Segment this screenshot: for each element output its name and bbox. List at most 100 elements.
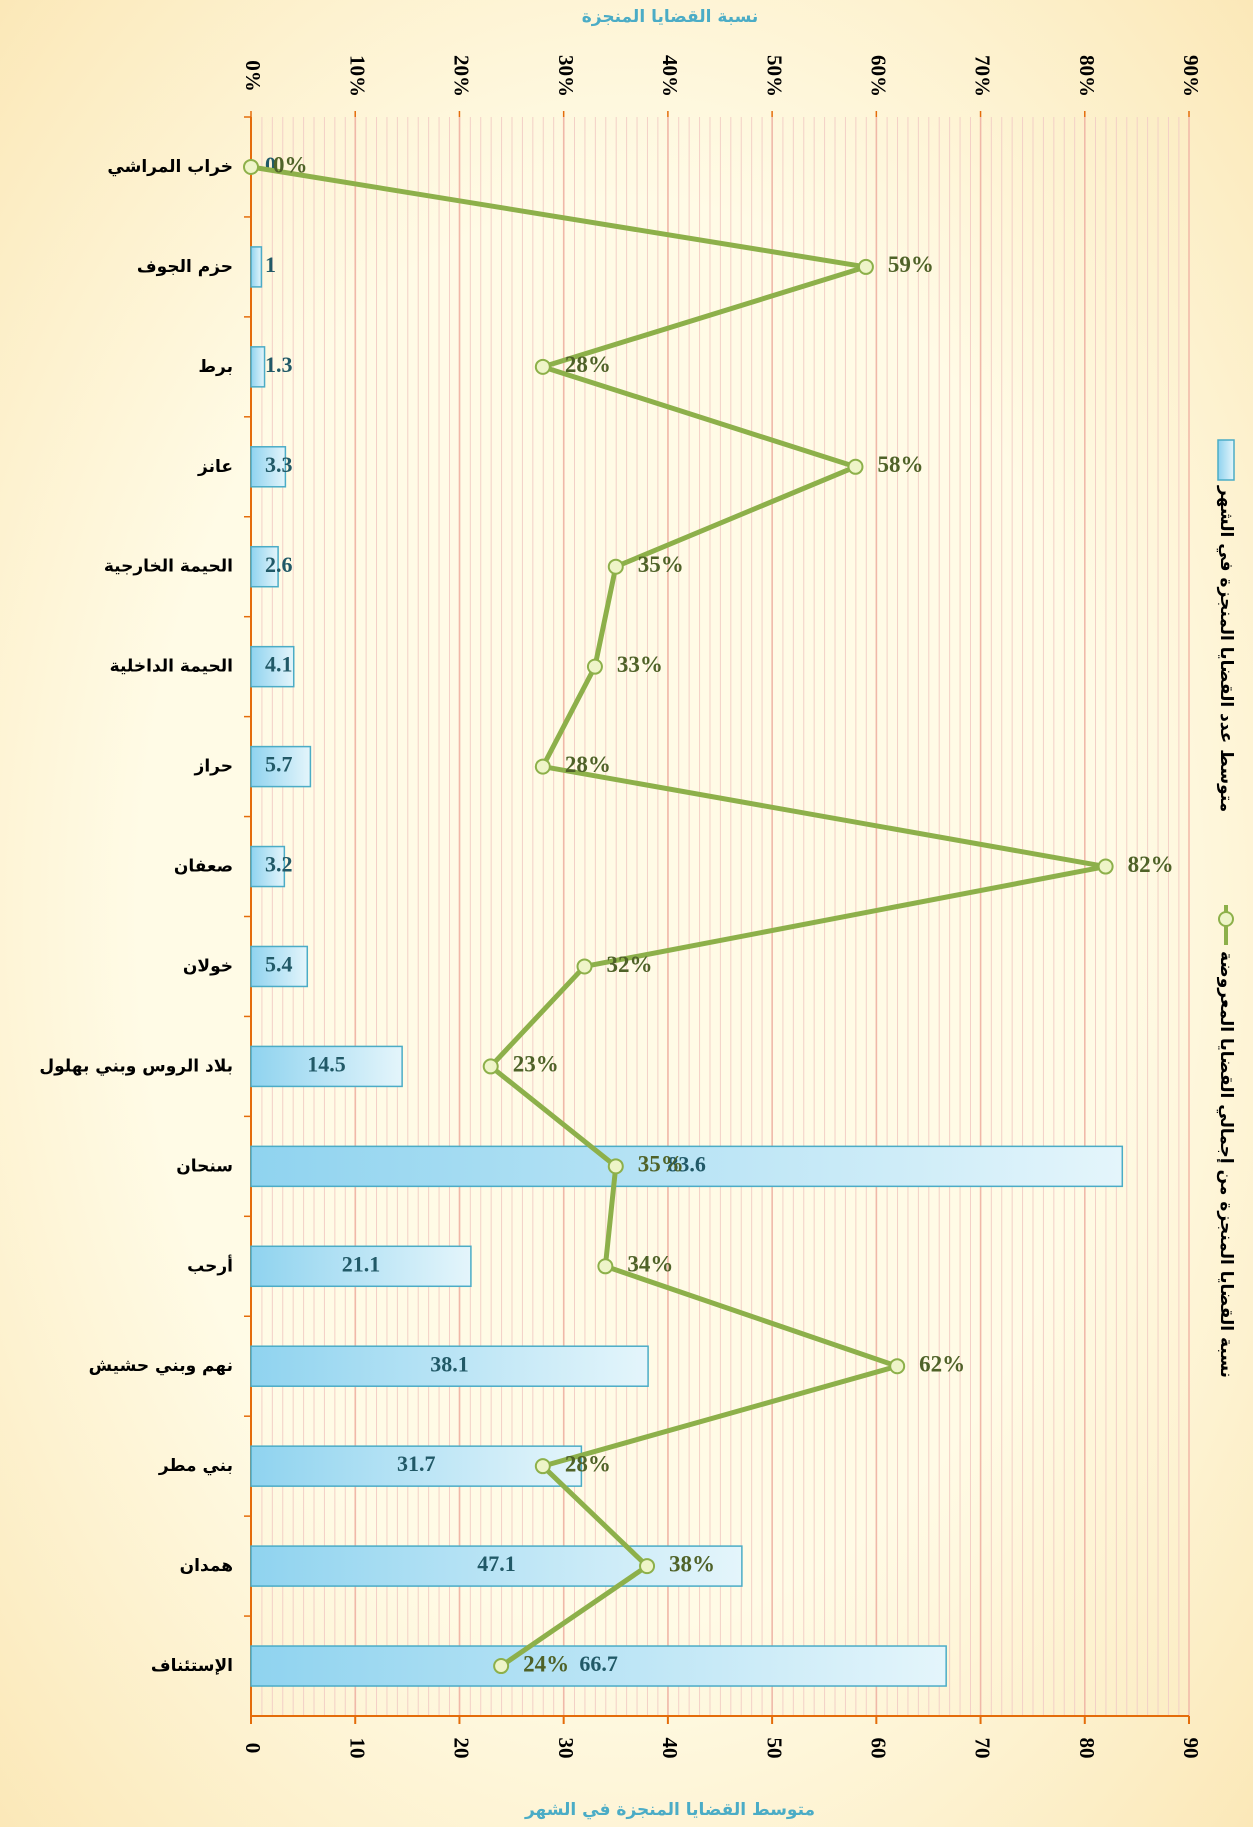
line-value-label: 82% xyxy=(1128,852,1174,877)
x-tick-label: 20 xyxy=(450,1738,474,1759)
bar-value-label: 14.5 xyxy=(307,1051,346,1076)
bar-value-label: 3.2 xyxy=(265,852,293,877)
bar xyxy=(250,346,266,388)
line-marker xyxy=(857,258,874,275)
line-marker xyxy=(493,1658,510,1675)
category-label: خولان xyxy=(183,956,233,976)
line-marker xyxy=(847,458,864,475)
line-marker xyxy=(482,1058,499,1075)
top-axis-title: نسبة القضايا المنجزة xyxy=(582,7,759,27)
bar-value-label: 47.1 xyxy=(477,1551,516,1576)
x-tick-label: 0 xyxy=(241,1743,265,1754)
legend-marker xyxy=(1217,439,1235,481)
category-label: خراب المراشي xyxy=(107,157,233,177)
bar-value-label: 31.7 xyxy=(397,1451,436,1476)
bar-value-label: 3.3 xyxy=(265,452,293,477)
bar-value-label: 1 xyxy=(265,252,276,277)
bar xyxy=(250,645,295,688)
category-label: نهم وبني حشيش xyxy=(89,1356,233,1376)
bar-value-label: 5.7 xyxy=(265,752,293,777)
bar-value-label: 1.3 xyxy=(265,352,293,377)
category-label: بني مطر xyxy=(158,1456,233,1476)
bar xyxy=(250,1245,472,1288)
bar xyxy=(250,745,312,788)
bar-value-label: 5.4 xyxy=(265,952,293,977)
x-tick-label: 90 xyxy=(1179,1738,1203,1759)
bar xyxy=(250,545,279,588)
x2-tick-label: 50% xyxy=(762,55,786,97)
x2-tick-label: 80% xyxy=(1075,55,1099,97)
x2-tick-label: 40% xyxy=(658,55,682,97)
line-marker xyxy=(889,1358,906,1375)
bar xyxy=(250,446,287,488)
line-marker xyxy=(534,1458,551,1475)
category-label: عانز xyxy=(197,457,233,477)
bar xyxy=(250,845,286,888)
legend-label: متوسط عدد القضايا المنجزة في الشهر xyxy=(1216,485,1236,812)
line-value-label: 59% xyxy=(888,252,934,277)
category-label: الحيمة الداخلية xyxy=(110,657,233,677)
category-label: بلاد الروس وبني بهلول xyxy=(39,1056,233,1076)
category-label: صعفان xyxy=(174,857,233,877)
bar-value-label: 0 xyxy=(265,152,276,177)
line-value-label: 32% xyxy=(607,952,653,977)
x2-tick-label: 20% xyxy=(450,55,474,97)
line-marker xyxy=(534,358,551,375)
category-label: برط xyxy=(198,357,233,377)
bar xyxy=(250,1645,947,1687)
x-tick-label: 70 xyxy=(971,1738,995,1759)
line-value-label: 28% xyxy=(565,752,611,777)
x2-tick-label: 70% xyxy=(971,55,995,97)
line-marker xyxy=(243,158,259,175)
x-tick-label: 80 xyxy=(1075,1738,1099,1759)
line-value-label: 62% xyxy=(919,1352,965,1377)
x-tick-label: 40 xyxy=(658,1738,682,1759)
category-label: سنحان xyxy=(176,1156,233,1176)
line-value-label: 58% xyxy=(877,452,923,477)
line-value-label: 34% xyxy=(627,1252,673,1277)
line-marker xyxy=(597,1258,614,1275)
category-label: حزم الجوف xyxy=(137,257,233,277)
bar xyxy=(250,945,309,988)
line-value-label: 0% xyxy=(273,152,308,177)
line-value-label: 28% xyxy=(565,1451,611,1476)
line-value-label: 23% xyxy=(513,1052,559,1077)
bar xyxy=(250,1045,403,1088)
legend-label: نسبة القضايا المنجزة من إجمالي القضايا ا… xyxy=(1216,951,1236,1378)
bar xyxy=(250,1345,649,1387)
line-value-label: 38% xyxy=(669,1551,715,1576)
bar xyxy=(250,1445,583,1487)
bar xyxy=(250,246,263,288)
x2-tick-label: 60% xyxy=(867,55,891,97)
line-value-label: 33% xyxy=(617,652,663,677)
x-tick-label: 30 xyxy=(554,1738,578,1759)
bar-value-label: 21.1 xyxy=(342,1251,381,1276)
line-marker xyxy=(607,1158,624,1175)
x2-tick-label: 0% xyxy=(241,60,265,92)
legend-marker xyxy=(1218,911,1234,927)
category-label: حراز xyxy=(194,757,233,777)
x2-tick-label: 30% xyxy=(554,55,578,97)
category-label: أرحب xyxy=(187,1254,233,1276)
line-value-label: 24% xyxy=(523,1651,569,1676)
line-marker xyxy=(1097,858,1114,875)
bar-value-label: 66.7 xyxy=(579,1651,618,1676)
bottom-axis-title: متوسط القضايا المنجزة في الشهر xyxy=(524,1800,815,1820)
category-label: الحيمة الخارجية xyxy=(104,557,233,577)
x-tick-label: 60 xyxy=(867,1738,891,1759)
line-marker xyxy=(607,558,624,575)
x2-tick-label: 90% xyxy=(1179,55,1203,97)
line xyxy=(250,164,1109,1669)
bar-value-label: 38.1 xyxy=(430,1351,469,1376)
bar-value-label: 4.1 xyxy=(265,652,293,677)
line-marker xyxy=(534,758,551,775)
line-marker xyxy=(639,1558,656,1575)
bar xyxy=(250,1145,1124,1188)
x-tick-label: 10 xyxy=(345,1738,369,1759)
x2-tick-label: 10% xyxy=(345,55,369,97)
line-value-label: 35% xyxy=(638,552,684,577)
bar xyxy=(250,1545,743,1587)
line-value-label: 28% xyxy=(565,352,611,377)
bar-value-label: 83.6 xyxy=(667,1151,706,1176)
